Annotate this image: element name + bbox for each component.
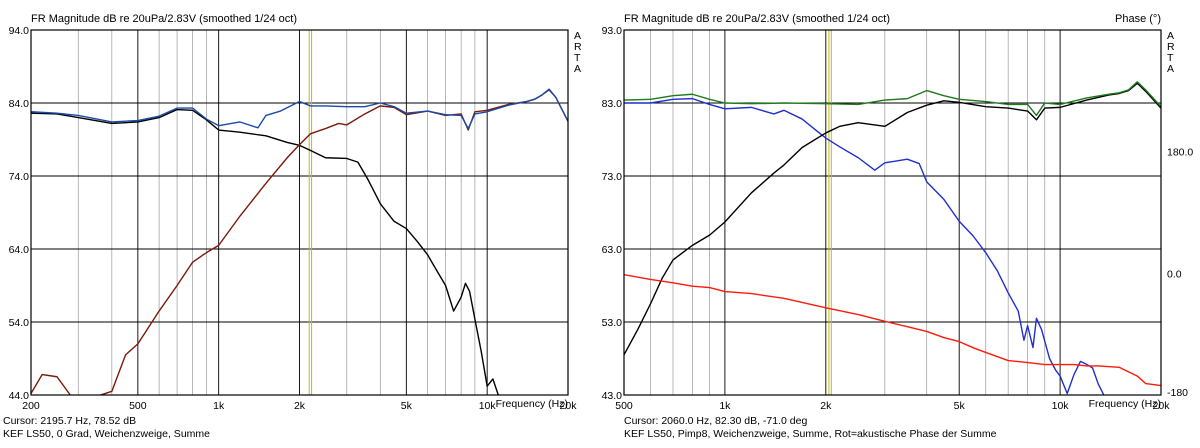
left-x-tick-5k: 5k <box>401 400 413 412</box>
left-y-tick-94-0: 94.0 <box>9 25 30 37</box>
right-watermark-letter-1: A <box>1167 30 1174 42</box>
left-y-tick-64-0: 64.0 <box>9 244 30 256</box>
left-x-axis-label: Frequency (Hz) <box>496 398 568 410</box>
left-x-tick-10k: 10k <box>479 400 497 412</box>
left-measurement-description: KEF LS50, 0 Grad, Weichenzweige, Summe <box>3 428 210 440</box>
left-watermark-letter-3: T <box>574 52 581 64</box>
left-y-tick-44-0: 44.0 <box>9 390 30 402</box>
right-x-axis-label: Frequency (Hz) <box>1089 398 1161 410</box>
right-x-tick-1k: 1k <box>719 400 731 412</box>
left-x-tick-labels: 200 500 1k 2k 5k 10k 20k <box>22 400 577 412</box>
right-series <box>624 81 1161 395</box>
left-series <box>31 88 568 395</box>
right-x-tick-20k: 20k <box>1153 400 1171 412</box>
right-grid <box>624 30 1161 395</box>
right-series-woofer-curve <box>624 97 1105 395</box>
right-series-acoustic-phase-of-sum-curve <box>624 274 1161 387</box>
right-phase-axis-title: Phase (°) <box>1115 13 1161 25</box>
left-y-tick-84-0: 84.0 <box>9 98 30 110</box>
left-x-tick-500: 500 <box>129 400 147 412</box>
right-y-tick-73-0: 73.0 <box>602 171 623 183</box>
right-y-tick-83-0: 83.0 <box>602 98 623 110</box>
right-x-tick-labels: 500 1k 2k 5k 10k 20k <box>615 400 1170 412</box>
left-cursor-readout: Cursor: 2195.7 Hz, 78.52 dB <box>3 415 136 427</box>
right-plot-area <box>624 30 1161 395</box>
right-phase-tick-180-0: 180.0 <box>1167 147 1193 159</box>
right-y-tick-63-0: 63.0 <box>602 244 623 256</box>
left-plot-frame <box>30 29 569 396</box>
left-watermark-letter-4: A <box>574 63 581 75</box>
right-cursor-line <box>828 30 832 395</box>
left-series-tweeter-curve <box>31 89 568 395</box>
left-grid <box>31 30 568 395</box>
left-x-tick-20k: 20k <box>560 400 578 412</box>
left-x-tick-200: 200 <box>22 400 40 412</box>
right-x-tick-500: 500 <box>615 400 633 412</box>
left-y-tick-labels: 94.0 84.0 74.0 64.0 54.0 44.0 <box>9 25 30 402</box>
right-series-sum-curve <box>624 81 1161 117</box>
right-x-tick-10k: 10k <box>1052 400 1070 412</box>
right-x-tick-5k: 5k <box>954 400 966 412</box>
right-watermark-letter-2: R <box>1167 41 1175 53</box>
right-measurement-description: KEF LS50, Pimp8, Weichenzweige, Summe, R… <box>624 428 997 440</box>
left-x-tick-1k: 1k <box>213 400 225 412</box>
right-chart-title: FR Magnitude dB re 20uPa/2.83V (smoothed… <box>624 13 890 25</box>
right-y-tick-labels: 93.0 83.0 73.0 63.0 53.0 43.0 <box>602 25 623 402</box>
right-x-tick-2k: 2k <box>820 400 832 412</box>
left-watermark-letter-1: A <box>574 30 581 42</box>
left-series-woofer-curve <box>31 108 499 395</box>
right-watermark-letter-3: T <box>1167 52 1174 64</box>
left-y-tick-54-0: 54.0 <box>9 317 30 329</box>
right-chart: 93.0 83.0 73.0 63.0 53.0 43.0 180.0 0.0 -180 50… <box>602 13 1194 440</box>
right-y-tick-43-0: 43.0 <box>602 390 623 402</box>
right-phase-tick-0-0: 0.0 <box>1167 268 1182 280</box>
left-y-tick-74-0: 74.0 <box>9 171 30 183</box>
right-phase-tick-180: -180 <box>1167 387 1188 399</box>
left-chart: 94.0 84.0 74.0 64.0 54.0 44.0 200 500 1k 2k 5k 10k… <box>3 13 582 440</box>
right-watermark-letter-4: A <box>1167 63 1174 75</box>
right-y-tick-93-0: 93.0 <box>602 25 623 37</box>
left-watermark-letter-2: R <box>574 41 582 53</box>
right-y-tick-53-0: 53.0 <box>602 317 623 329</box>
left-x-tick-2k: 2k <box>294 400 306 412</box>
right-plot-frame <box>623 29 1162 396</box>
right-phase-tick-labels: 180.0 0.0 -180 <box>1167 147 1193 399</box>
left-chart-title: FR Magnitude dB re 20uPa/2.83V (smoothed… <box>31 13 297 25</box>
right-cursor-readout: Cursor: 2060.0 Hz, 82.30 dB, -71.0 deg <box>624 415 807 427</box>
right-series-tweeter-curve <box>624 82 1161 356</box>
left-cursor-line <box>308 30 313 395</box>
left-series-sum-curve <box>31 88 568 130</box>
